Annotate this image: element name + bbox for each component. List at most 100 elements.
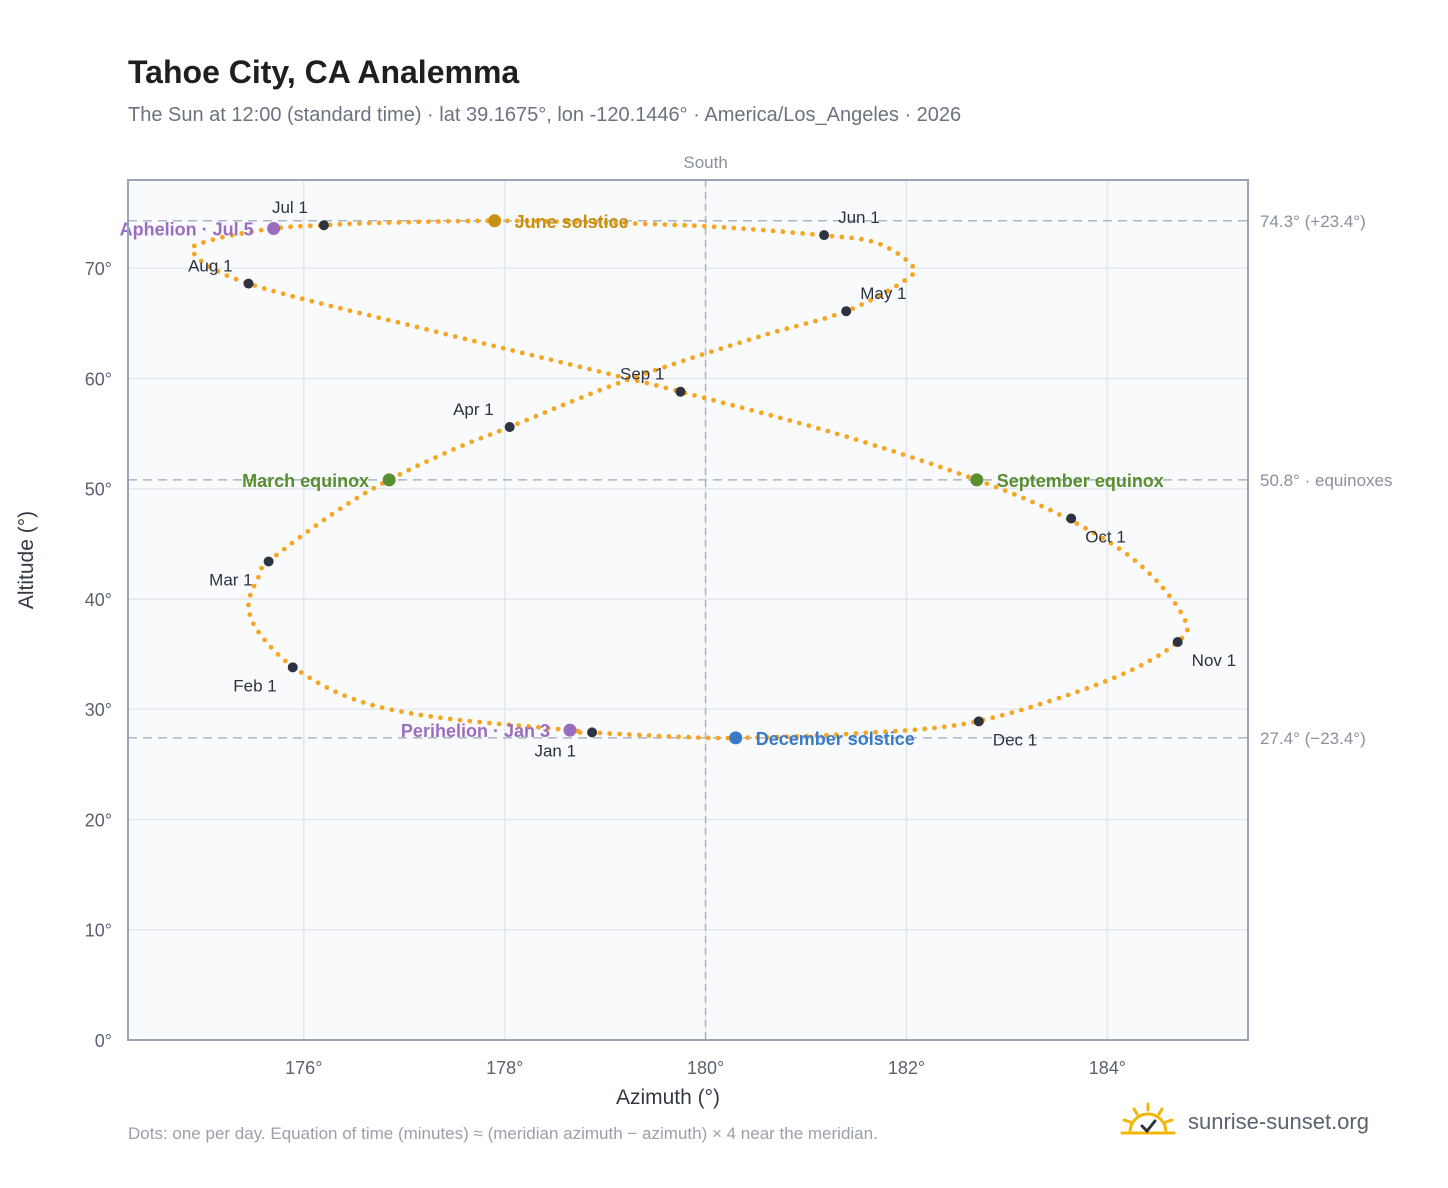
daily-sun-dot: [676, 734, 681, 740]
x-tick-label: 178°: [486, 1058, 523, 1078]
daily-sun-dot: [307, 675, 312, 681]
event-label: Aphelion · Jul 5: [120, 220, 254, 240]
daily-sun-dot: [529, 352, 535, 358]
daily-sun-dot: [922, 726, 928, 732]
daily-sun-dot: [299, 296, 305, 302]
daily-sun-dot: [825, 428, 831, 434]
daily-sun-dot: [718, 346, 724, 352]
brand[interactable]: sunrise-sunset.org: [1120, 1102, 1369, 1142]
daily-sun-dot: [220, 234, 225, 240]
month-marker-label: Nov 1: [1192, 651, 1236, 670]
event-marker: [382, 473, 396, 487]
daily-sun-dot: [1084, 686, 1090, 691]
daily-sun-dot: [903, 257, 909, 262]
daily-sun-dot: [1030, 499, 1035, 505]
daily-sun-dot: [357, 310, 362, 316]
daily-sun-dot: [315, 680, 321, 686]
daily-sun-dot: [478, 435, 484, 441]
daily-sun-dot: [932, 725, 937, 731]
daily-sun-dot: [751, 227, 756, 232]
daily-sun-dot: [1108, 540, 1114, 546]
daily-sun-dot: [379, 705, 385, 710]
daily-sun-dot: [357, 221, 362, 226]
daily-sun-dot: [755, 735, 760, 740]
month-marker: [243, 278, 254, 289]
daily-sun-dot: [324, 685, 330, 690]
daily-sun-dot: [822, 316, 828, 321]
month-marker: [819, 230, 830, 241]
x-tick-label: 180°: [687, 1058, 724, 1078]
daily-sun-dot: [433, 455, 438, 460]
altitude-reference-label: 27.4° (−23.4°): [1260, 729, 1366, 748]
daily-sun-dot: [692, 223, 697, 229]
daily-sun-dot: [1154, 578, 1159, 584]
daily-sun-dot: [721, 225, 727, 230]
daily-sun-dot: [210, 237, 216, 243]
daily-sun-dot: [424, 459, 429, 464]
daily-sun-dot: [256, 629, 261, 635]
daily-sun-dot: [275, 652, 281, 657]
daily-sun-dot: [859, 236, 864, 242]
daily-sun-dot: [554, 219, 559, 225]
daily-sun-dot: [902, 278, 908, 283]
daily-sun-dot: [477, 719, 482, 725]
month-marker: [973, 716, 984, 727]
daily-sun-dot: [354, 495, 360, 501]
daily-sun-dot: [283, 658, 288, 664]
daily-sun-dot: [644, 380, 650, 386]
daily-sun-dot: [597, 387, 603, 393]
daily-sun-dot: [634, 378, 640, 384]
daily-sun-dot: [469, 439, 475, 445]
daily-sun-dot: [663, 385, 669, 391]
daily-sun-dot: [573, 219, 579, 225]
daily-sun-dot: [607, 731, 613, 736]
daily-sun-dot: [794, 734, 800, 739]
daily-sun-dot: [680, 358, 686, 364]
daily-sun-dot: [894, 283, 899, 289]
daily-sun-dot: [510, 348, 516, 353]
daily-sun-dot: [603, 220, 609, 226]
daily-sun-dot: [268, 644, 274, 650]
daily-sun-dot: [321, 517, 327, 523]
daily-sun-dot: [465, 218, 471, 224]
daily-sun-dot: [705, 735, 711, 741]
daily-sun-dot: [787, 418, 793, 423]
daily-sun-dot: [337, 506, 343, 512]
daily-sun-dot: [843, 731, 849, 737]
daily-sun-dot: [256, 574, 261, 580]
footnote: Dots: one per day. Equation of time (min…: [128, 1124, 878, 1143]
daily-sun-dot: [472, 338, 477, 344]
month-marker-label: Jun 1: [838, 208, 880, 227]
daily-sun-dot: [813, 318, 818, 324]
daily-sun-dot: [1147, 571, 1152, 577]
daily-sun-dot: [415, 463, 420, 469]
x-axis-title: Azimuth (°): [616, 1086, 720, 1109]
daily-sun-dot: [280, 291, 286, 297]
daily-sun-dot: [758, 410, 764, 416]
daily-sun-dot: [1028, 704, 1034, 710]
daily-sun-dot: [224, 273, 230, 278]
daily-sun-dot: [839, 234, 845, 240]
daily-sun-dot: [731, 225, 737, 231]
daily-sun-dot: [881, 446, 887, 451]
y-tick-label: 30°: [85, 700, 112, 720]
daily-sun-dot: [577, 364, 583, 370]
event-marker: [563, 723, 577, 737]
daily-sun-dot: [745, 735, 750, 741]
daily-sun-dot: [1132, 558, 1138, 563]
daily-sun-dot: [229, 232, 235, 238]
daily-sun-dot: [251, 621, 256, 627]
daily-sun-dot: [1093, 682, 1099, 688]
month-marker: [263, 556, 274, 567]
daily-sun-dot: [426, 219, 431, 225]
daily-sun-dot: [414, 324, 420, 330]
daily-sun-dot: [516, 723, 522, 728]
daily-sun-dot: [646, 733, 652, 738]
daily-sun-dot: [457, 717, 463, 723]
event-label: March equinox: [242, 471, 369, 491]
daily-sun-dot: [784, 326, 790, 332]
daily-sun-dot: [1056, 695, 1062, 701]
daily-sun-dot: [271, 288, 276, 294]
daily-sun-dot: [318, 301, 324, 306]
daily-sun-dot: [1185, 627, 1190, 633]
